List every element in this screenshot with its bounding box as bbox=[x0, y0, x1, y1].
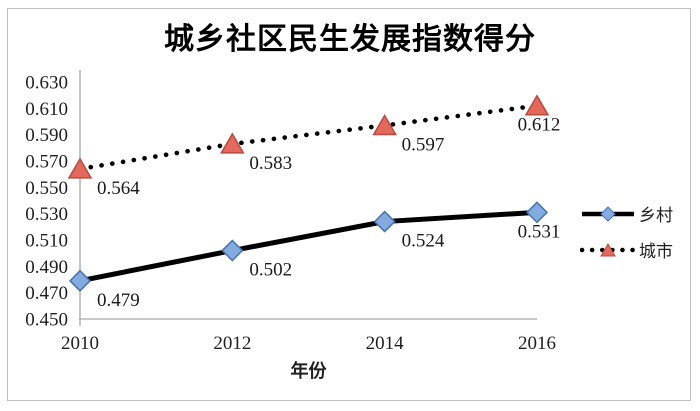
legend-item-urban: 城市 bbox=[580, 237, 673, 262]
data-label: 0.583 bbox=[249, 153, 292, 174]
marker-diamond-icon bbox=[221, 239, 244, 262]
marker-triangle-icon bbox=[67, 157, 93, 179]
legend-marker-triangle-icon bbox=[600, 242, 616, 256]
data-label: 0.502 bbox=[249, 260, 292, 281]
chart-title: 城乡社区民生发展指数得分 bbox=[164, 23, 536, 56]
data-label: 0.597 bbox=[402, 134, 445, 155]
x-tick-label: 2014 bbox=[366, 333, 405, 354]
series-line-urban bbox=[77, 103, 540, 172]
y-tick-label: 0.590 bbox=[25, 125, 68, 146]
x-tick-label: 2010 bbox=[61, 333, 99, 354]
marker-triangle-icon bbox=[372, 113, 397, 136]
y-tick-label: 0.510 bbox=[25, 231, 68, 252]
marker-diamond-icon bbox=[525, 201, 549, 224]
data-label: 0.564 bbox=[97, 178, 140, 199]
legend-label-urban: 城市 bbox=[639, 242, 673, 261]
marker-triangle-icon bbox=[524, 94, 550, 116]
legend-item-rural: 乡村 bbox=[580, 201, 673, 226]
marker-triangle-icon bbox=[220, 132, 245, 154]
x-axis-title: 年份 bbox=[290, 361, 327, 381]
legend-line-diamond-icon bbox=[582, 205, 634, 222]
legend-marker-diamond-icon bbox=[600, 205, 616, 222]
y-tick-label: 0.530 bbox=[25, 204, 68, 225]
series-line-rural bbox=[79, 209, 538, 284]
marker-diamond-icon bbox=[373, 210, 396, 233]
x-tick-label: 2012 bbox=[213, 333, 251, 354]
x-tick-label: 2016 bbox=[518, 333, 556, 354]
data-label: 0.524 bbox=[402, 231, 445, 252]
y-tick-label: 0.610 bbox=[25, 99, 68, 120]
legend-line-triangle-icon bbox=[580, 242, 636, 256]
y-tick-label: 0.630 bbox=[25, 73, 68, 94]
data-label: 0.612 bbox=[518, 115, 561, 136]
data-label: 0.479 bbox=[97, 290, 140, 311]
y-tick-label: 0.570 bbox=[25, 152, 68, 173]
data-label: 0.531 bbox=[518, 221, 561, 242]
y-tick-label: 0.490 bbox=[25, 257, 68, 278]
legend: 乡村 城市 bbox=[580, 201, 673, 262]
y-tick-label: 0.470 bbox=[25, 283, 68, 304]
y-tick-label: 0.550 bbox=[25, 178, 68, 199]
y-tick-label: 0.450 bbox=[25, 310, 68, 331]
marker-diamond-icon bbox=[68, 269, 92, 292]
legend-label-rural: 乡村 bbox=[639, 206, 673, 225]
